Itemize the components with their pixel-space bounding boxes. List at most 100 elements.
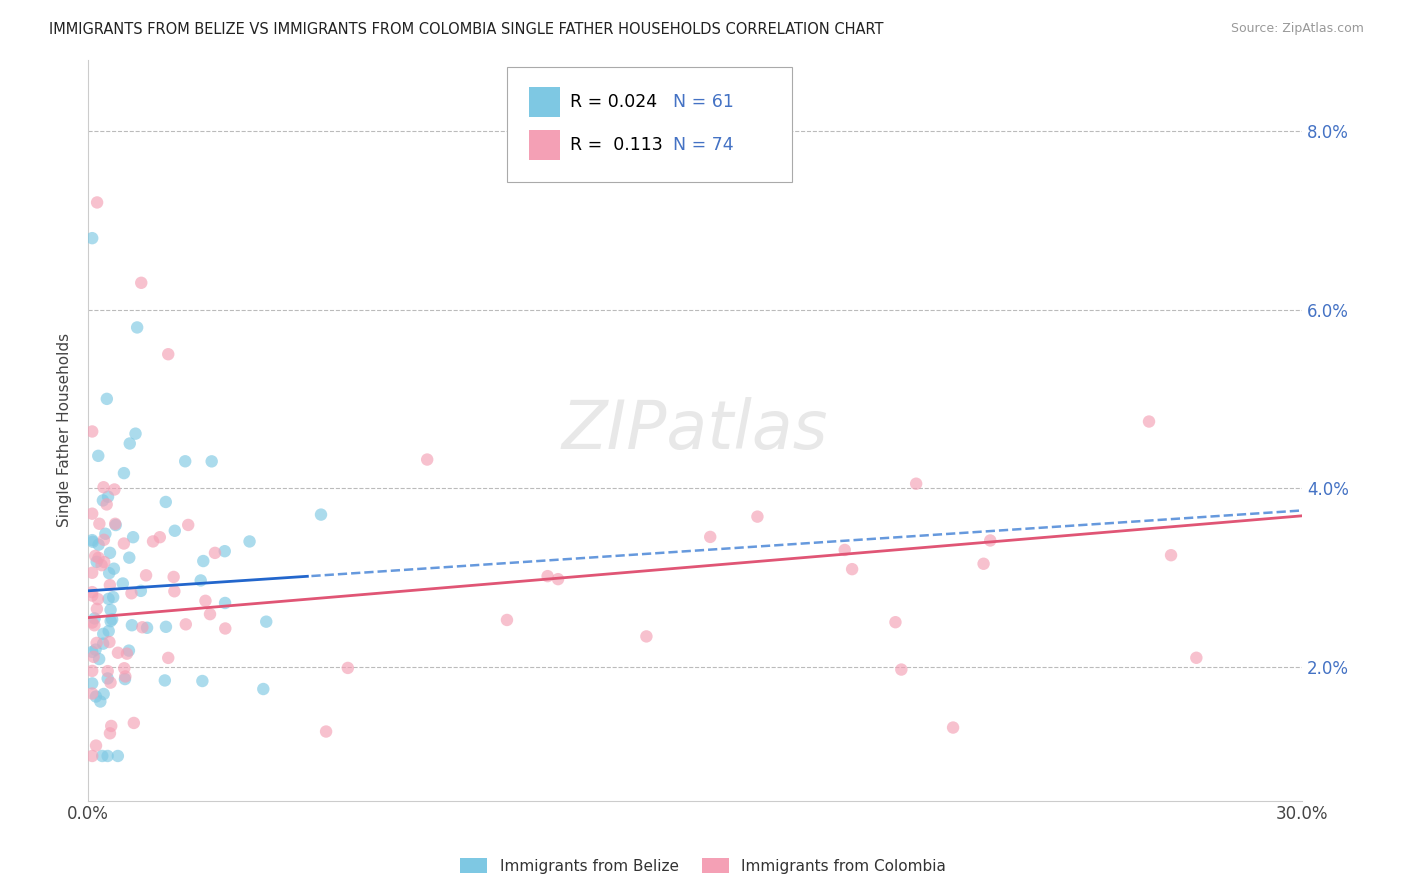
Point xyxy=(107,749,129,764)
Point xyxy=(973,557,995,571)
Point xyxy=(163,584,186,599)
Point xyxy=(890,663,912,677)
Point xyxy=(100,603,122,617)
Text: ZIPatlas: ZIPatlas xyxy=(562,397,828,463)
Point xyxy=(84,739,107,753)
Point xyxy=(90,558,112,573)
Point xyxy=(747,509,769,524)
Point xyxy=(315,724,337,739)
Point xyxy=(177,517,200,532)
Legend: Immigrants from Belize, Immigrants from Colombia: Immigrants from Belize, Immigrants from … xyxy=(454,852,952,880)
Point xyxy=(82,231,104,245)
Point xyxy=(201,454,224,468)
Point xyxy=(82,566,104,580)
Point xyxy=(82,585,104,599)
Point xyxy=(118,643,141,657)
Point xyxy=(118,436,141,450)
Point xyxy=(157,347,180,361)
Point xyxy=(636,629,658,643)
Point xyxy=(121,618,143,632)
Point xyxy=(87,550,110,565)
Point xyxy=(96,498,118,512)
Point xyxy=(84,690,107,704)
Point xyxy=(89,694,111,708)
Point xyxy=(93,533,115,547)
Point xyxy=(121,586,143,600)
Point xyxy=(153,673,176,688)
Point xyxy=(204,546,226,560)
Point xyxy=(87,592,110,607)
Point xyxy=(98,726,121,740)
FancyBboxPatch shape xyxy=(529,130,561,160)
Point xyxy=(100,719,122,733)
Point xyxy=(82,749,104,764)
Point xyxy=(82,507,104,521)
Point xyxy=(174,454,197,468)
Point xyxy=(536,569,558,583)
Point xyxy=(1185,650,1208,665)
Point xyxy=(114,669,136,683)
Point xyxy=(163,570,186,584)
Point xyxy=(198,607,221,622)
Point xyxy=(136,621,159,635)
Point xyxy=(104,518,127,533)
Point xyxy=(91,637,114,651)
Point xyxy=(191,673,214,688)
Point xyxy=(82,664,104,678)
Point xyxy=(87,449,110,463)
Point xyxy=(111,576,134,591)
Point xyxy=(84,642,107,657)
Point xyxy=(194,594,217,608)
Point xyxy=(103,483,125,497)
Text: N = 74: N = 74 xyxy=(673,136,734,153)
Point xyxy=(214,622,236,636)
Point xyxy=(699,530,721,544)
Point xyxy=(91,749,114,764)
Point xyxy=(82,645,104,659)
Point xyxy=(100,614,122,628)
Point xyxy=(884,615,907,630)
Point xyxy=(104,516,127,531)
Point xyxy=(336,661,359,675)
Point xyxy=(174,617,197,632)
Point xyxy=(98,635,121,649)
Point xyxy=(83,618,105,632)
Point xyxy=(127,320,149,334)
Point xyxy=(163,524,186,538)
Point xyxy=(82,676,104,690)
Point xyxy=(115,647,138,661)
Point xyxy=(112,536,135,550)
Point xyxy=(97,591,120,606)
Text: R =  0.113: R = 0.113 xyxy=(569,136,662,153)
Point xyxy=(82,425,104,439)
Point xyxy=(496,613,519,627)
Point xyxy=(84,549,107,563)
FancyBboxPatch shape xyxy=(529,87,561,117)
Point xyxy=(93,687,115,701)
Point xyxy=(142,534,165,549)
Point xyxy=(124,426,146,441)
Point xyxy=(155,495,177,509)
Point xyxy=(101,590,124,604)
Point xyxy=(91,627,114,641)
Point xyxy=(83,649,105,664)
Point xyxy=(114,672,136,686)
Point xyxy=(942,721,965,735)
Point xyxy=(91,493,114,508)
Point xyxy=(82,533,104,548)
Point xyxy=(97,664,120,678)
Point xyxy=(252,681,274,696)
Point xyxy=(96,392,118,406)
Point xyxy=(112,661,135,675)
Text: IMMIGRANTS FROM BELIZE VS IMMIGRANTS FROM COLOMBIA SINGLE FATHER HOUSEHOLDS CORR: IMMIGRANTS FROM BELIZE VS IMMIGRANTS FRO… xyxy=(49,22,884,37)
Point xyxy=(979,533,1001,548)
Point xyxy=(129,583,152,598)
Point xyxy=(87,538,110,552)
Point xyxy=(82,686,104,700)
Point xyxy=(97,624,120,638)
Point xyxy=(254,615,277,629)
Point xyxy=(1137,415,1160,429)
Point xyxy=(149,530,172,544)
Point xyxy=(309,508,332,522)
Point xyxy=(103,562,125,576)
